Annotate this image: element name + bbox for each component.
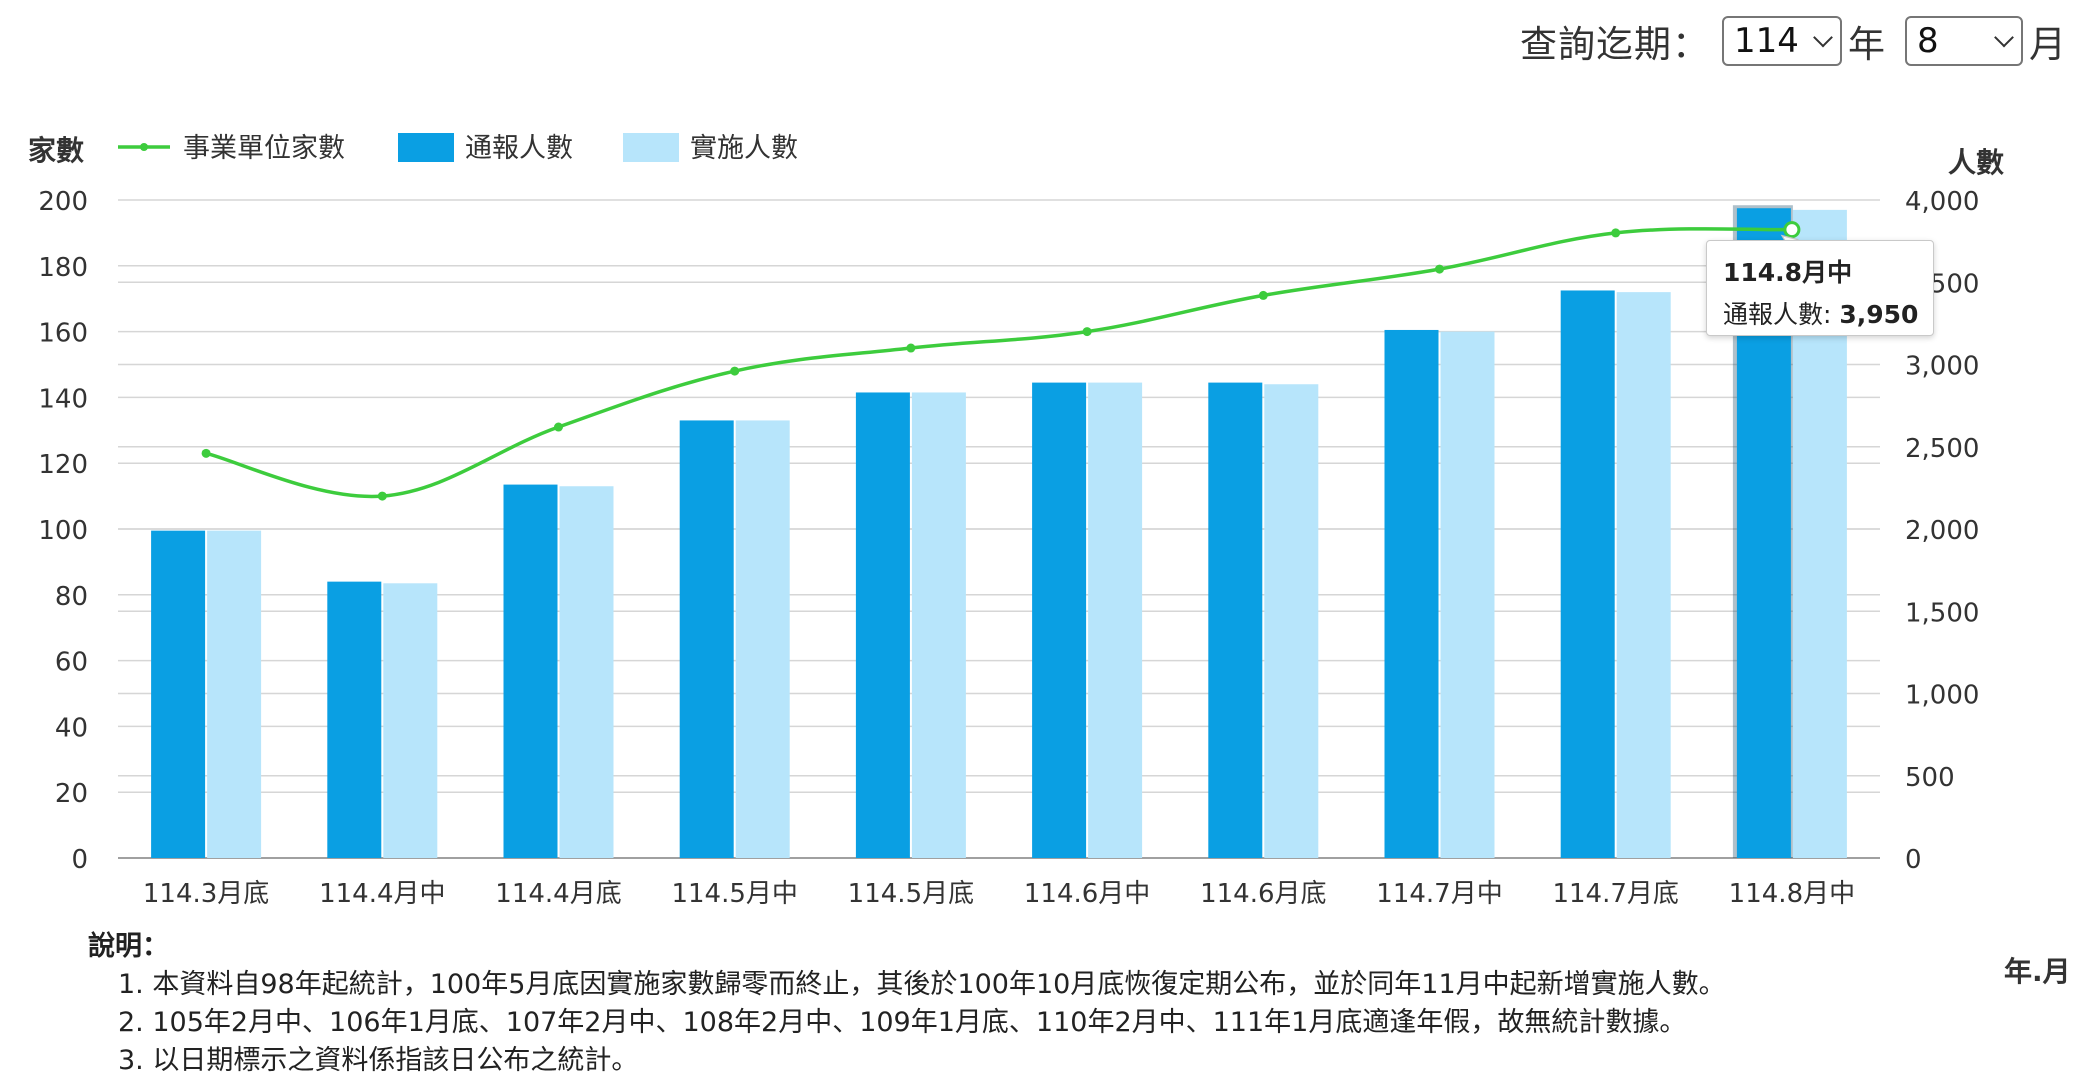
bar-implemented	[735, 420, 790, 858]
note-line: 2. 105年2月中、106年1月底、107年2月中、108年2月中、109年1…	[118, 1007, 1687, 1038]
x-tick-label: 114.7月中	[1376, 879, 1502, 909]
right-tick-label: 0	[1905, 845, 1922, 875]
legend-line-label: 事業單位家數	[183, 133, 345, 164]
tooltip-label: 通報人數:	[1723, 300, 1840, 329]
x-tick-label: 114.5月底	[848, 879, 974, 909]
month-unit: 月	[2029, 23, 2066, 66]
right-tick-label: 500	[1905, 763, 1955, 793]
line-point	[377, 491, 387, 501]
legend-bar2-swatch	[623, 133, 679, 162]
legend: 事業單位家數 通報人數 實施人數	[118, 133, 798, 164]
month-select-value: 8	[1917, 21, 1939, 61]
bar-implemented	[1264, 384, 1319, 858]
x-tick-label: 114.6月中	[1024, 879, 1150, 909]
query-controls: 查詢迄期： 114 年 8 月	[1520, 14, 2066, 68]
line-point	[1611, 228, 1621, 238]
grid-lines	[118, 199, 1880, 859]
notes-title: 說明：	[88, 931, 169, 962]
note-line: 3. 以日期標示之資料係指該日公布之統計。	[118, 1045, 639, 1076]
x-tick-label: 114.3月底	[143, 879, 269, 909]
month-select[interactable]: 8	[1905, 16, 2023, 66]
right-tick-label: 1,500	[1905, 598, 1979, 628]
left-tick-label: 100	[38, 516, 88, 546]
left-tick-label: 140	[38, 384, 88, 414]
bar-reported	[679, 420, 734, 858]
legend-item-bar1[interactable]: 通報人數	[398, 133, 573, 164]
left-axis-title: 家數	[28, 134, 84, 167]
query-label: 查詢迄期：	[1520, 23, 1710, 66]
bar-reported	[1384, 329, 1439, 859]
right-tick-label: 1,000	[1905, 681, 1979, 711]
x-tick-label: 114.4月中	[319, 879, 445, 909]
line-point	[1435, 264, 1444, 274]
right-tick-label: 3,000	[1905, 352, 1979, 382]
x-tick-label: 114.5月中	[671, 879, 797, 909]
x-tick-label: 114.6月底	[1200, 879, 1326, 909]
legend-bar1-swatch	[398, 133, 454, 162]
bar-implemented	[1440, 331, 1495, 859]
line-point	[730, 366, 740, 376]
line-path	[205, 227, 1792, 499]
line-point	[201, 448, 211, 458]
right-tick-label: 2,000	[1905, 516, 1979, 546]
x-tick-label: 114.4月底	[495, 879, 621, 909]
bar-implemented	[1088, 382, 1143, 858]
year-select[interactable]: 114	[1722, 16, 1842, 66]
left-tick-label: 0	[71, 845, 88, 875]
year-unit: 年	[1848, 23, 1885, 66]
tooltip-value: 3,950	[1839, 300, 1919, 329]
tooltip-body: 通報人數: 3,950	[1723, 295, 1933, 331]
bar-reported	[327, 581, 382, 858]
bar-implemented	[207, 530, 262, 858]
bar-reported	[855, 392, 910, 858]
line-point	[554, 422, 563, 432]
bar-implemented	[559, 486, 614, 858]
bar-reported	[151, 530, 206, 858]
x-tick-label: 114.8月中	[1729, 879, 1855, 909]
note-line: 1. 本資料自98年起統計，100年5月底因實施家數歸零而終止，其後於100年1…	[118, 969, 1726, 1000]
left-tick-label: 160	[38, 319, 88, 349]
combo-chart: 事業單位家數 通報人數 實施人數 家數 人數 0 20 40 60 80 100 120 14…	[28, 133, 2004, 909]
left-tick-label: 120	[38, 450, 88, 480]
right-tick-label: 2,500	[1905, 434, 1979, 464]
tooltip: 114.8月中 通報人數: 3,950	[1706, 240, 1934, 336]
bar-reported	[503, 484, 558, 858]
left-tick-label: 200	[38, 187, 88, 217]
bar-reported	[1032, 382, 1087, 858]
legend-bar2-label: 實施人數	[690, 133, 798, 164]
left-tick-label: 20	[55, 779, 88, 809]
bars	[151, 205, 1847, 859]
x-axis-unit-label: 年.月	[2004, 955, 2071, 988]
line-point	[1082, 327, 1092, 337]
legend-item-line[interactable]: 事業單位家數	[118, 133, 345, 164]
left-tick-label: 80	[55, 582, 88, 612]
tooltip-title: 114.8月中	[1723, 258, 1853, 287]
line-point	[906, 343, 916, 353]
legend-bar1-label: 通報人數	[465, 133, 573, 164]
notes: 說明： 1. 本資料自98年起統計，100年5月底因實施家數歸零而終止，其後於1…	[88, 928, 1726, 1080]
line-series	[201, 221, 1801, 501]
bar-reported	[1560, 290, 1615, 859]
bar-implemented	[1616, 292, 1671, 858]
right-axis-title: 人數	[1948, 146, 2004, 179]
left-tick-label: 60	[55, 648, 88, 678]
year-select-value: 114	[1734, 21, 1799, 61]
line-point	[1258, 290, 1268, 300]
bar-reported	[1208, 382, 1263, 858]
legend-line-marker	[140, 143, 148, 151]
x-axis-labels: 114.3月底 114.4月中 114.4月底 114.5月中 114.5月底 114.6…	[143, 879, 1855, 909]
bar-implemented	[383, 583, 438, 858]
left-tick-label: 180	[38, 253, 88, 283]
x-tick-label: 114.7月底	[1552, 879, 1678, 909]
line-point-highlighted	[1783, 221, 1801, 239]
left-axis-ticks: 0 20 40 60 80 100 120 140 160 180 200	[38, 187, 88, 875]
left-tick-label: 40	[55, 713, 88, 743]
right-tick-label: 4,000	[1905, 187, 1979, 217]
legend-item-bar2[interactable]: 實施人數	[623, 133, 798, 164]
bar-implemented	[911, 392, 966, 858]
